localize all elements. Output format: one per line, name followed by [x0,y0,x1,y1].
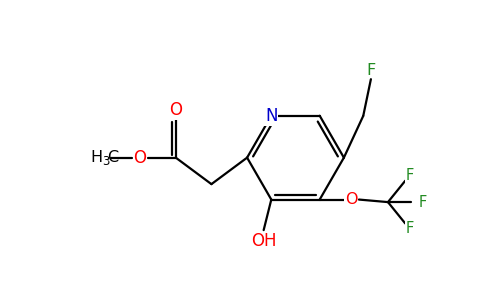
Text: O: O [134,148,147,166]
Text: OH: OH [251,232,276,250]
Text: O: O [169,101,182,119]
Text: F: F [405,168,413,183]
Text: N: N [265,107,277,125]
Text: C: C [107,150,119,165]
Text: F: F [419,195,427,210]
Text: H: H [91,150,103,165]
Text: F: F [405,221,413,236]
Text: F: F [366,62,376,77]
Text: 3: 3 [103,155,110,168]
Text: O: O [345,192,358,207]
